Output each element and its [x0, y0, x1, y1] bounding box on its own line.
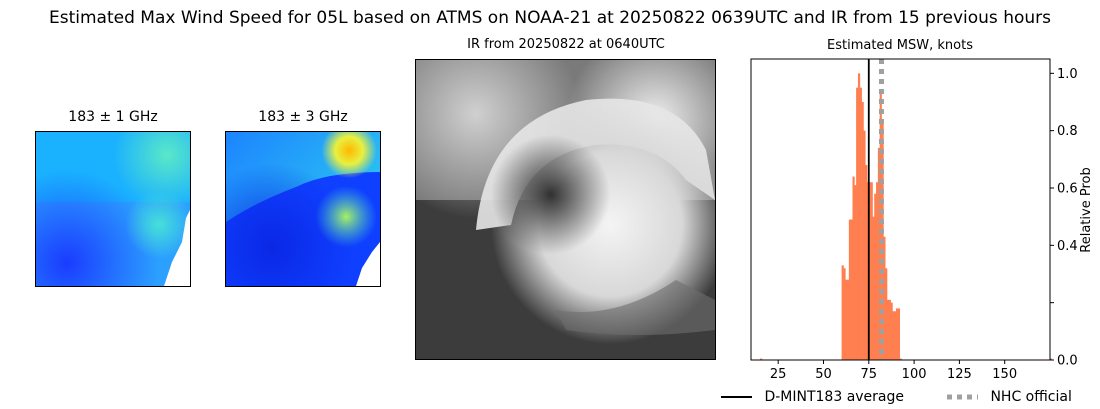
histogram-bar [886, 299, 890, 360]
legend-dotted-line-icon [947, 394, 978, 400]
histogram-bar [865, 165, 868, 360]
mw2-image [226, 132, 380, 286]
bars-layer [760, 73, 1053, 361]
y-axis-label: Relative Prob [1079, 167, 1094, 252]
x-tick-label: 100 [902, 367, 927, 382]
y-tick-label: 0.6 [1057, 182, 1078, 197]
histogram-bar [850, 219, 853, 360]
histogram-bar [883, 236, 886, 360]
histogram-bar [895, 308, 899, 360]
msw-chart: Estimated MSW, knots 25 50 75 100 125 150 0.0… [740, 34, 1100, 384]
x-tick-label: 25 [770, 367, 787, 382]
histogram-bar [1050, 358, 1053, 360]
legend-item-nhc: NHC official [946, 386, 1072, 408]
y-tick-label: 1.0 [1057, 67, 1078, 82]
histogram-bar [890, 302, 893, 360]
histogram-bar [841, 265, 844, 360]
legend-solid-line-icon [721, 396, 752, 398]
ir-image-panel [415, 59, 716, 360]
mw2-image-panel [225, 131, 381, 287]
histogram-bar [874, 193, 877, 360]
histogram-bar [892, 311, 895, 360]
y-tick-label: 0.0 [1057, 354, 1078, 369]
histogram-bar [888, 299, 891, 360]
histogram-bar [877, 147, 881, 360]
legend-item-dmint: D-MINT183 average [720, 386, 904, 408]
lines-layer [867, 59, 884, 360]
x-tick-label: 50 [815, 367, 832, 382]
ir-title: IR from 20250822 at 0640UTC [467, 37, 665, 52]
histogram-bar [872, 216, 875, 360]
x-tick-label: 75 [861, 367, 878, 382]
histogram-bar [870, 182, 873, 360]
x-tick-label: 150 [992, 367, 1017, 382]
y-axis: 0.0 0.4 0.6 0.8 1.0 [1050, 67, 1078, 369]
histogram-bar [861, 102, 864, 360]
mw1-image [36, 132, 190, 286]
mw2-title: 183 ± 3 GHz [258, 109, 348, 125]
histogram-bar [843, 268, 846, 360]
x-tick-label: 125 [947, 367, 972, 382]
histogram-bar [885, 268, 888, 360]
legend-label-nhc: NHC official [990, 389, 1072, 405]
histogram-bar [854, 185, 857, 360]
histogram-bar [760, 358, 763, 360]
msw-histogram-svg: Estimated MSW, knots 25 50 75 100 125 150 0.0… [750, 38, 1094, 382]
histogram-bar [899, 358, 902, 360]
legend-label-dmint: D-MINT183 average [764, 389, 905, 405]
histogram-bar [894, 311, 897, 360]
histogram-bar [848, 219, 852, 360]
histogram-bar [857, 73, 861, 361]
histogram-bar [845, 279, 848, 360]
histogram-bar [863, 130, 866, 360]
histogram-bar [856, 87, 859, 360]
histogram-bar [879, 93, 882, 361]
plot-frame [750, 58, 1051, 361]
histogram-bar [859, 87, 862, 360]
y-tick-label: 0.4 [1057, 239, 1078, 254]
histogram-bar [847, 279, 850, 360]
histogram-bar [897, 308, 900, 360]
y-tick-label: 0.8 [1057, 124, 1078, 139]
chart-legend: D-MINT183 average NHC official [720, 386, 1100, 408]
chart-title: Estimated MSW, knots [827, 38, 973, 53]
mw1-title: 183 ± 1 GHz [68, 109, 158, 125]
histogram-bar [852, 176, 855, 360]
mw1-image-panel [35, 131, 191, 287]
ir-image [416, 60, 715, 359]
histogram-bar [868, 182, 871, 360]
x-axis: 25 50 75 100 125 150 [770, 360, 1017, 382]
histogram-bar [876, 182, 879, 360]
figure-title: Estimated Max Wind Speed for 05L based o… [49, 8, 1051, 28]
